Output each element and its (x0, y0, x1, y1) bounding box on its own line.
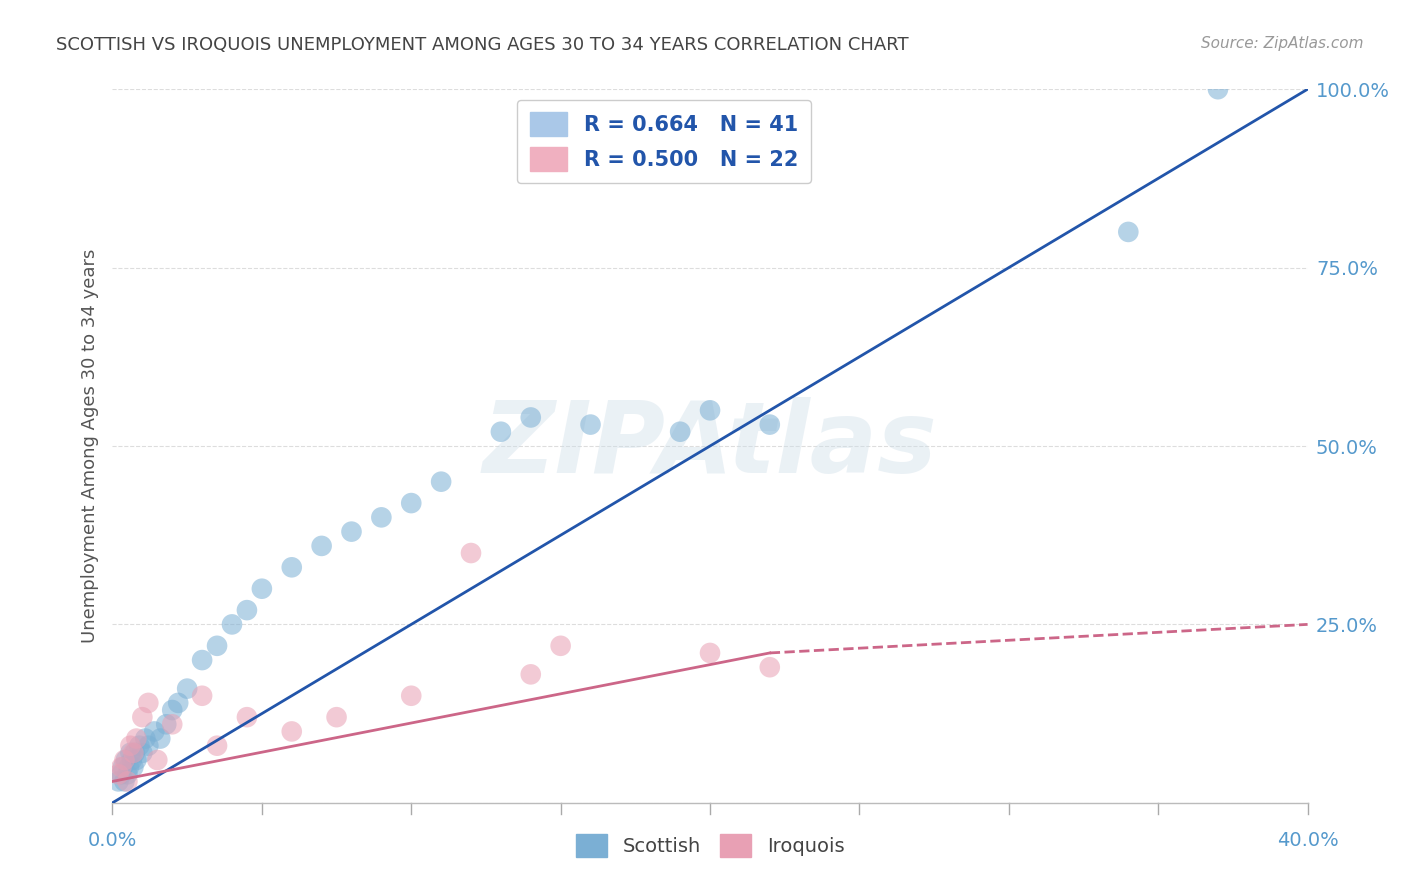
Point (120, 746, 142, 760)
Point (111, 760, 134, 774)
Point (115, 753, 138, 767)
Point (489, 425, 512, 439)
Point (579, 417, 602, 432)
Point (250, 582, 273, 596)
Point (155, 717, 177, 731)
Text: 0.0%: 0.0% (87, 831, 138, 850)
Point (281, 724, 304, 739)
Point (430, 475, 453, 489)
Point (146, 753, 169, 767)
Point (110, 760, 132, 774)
Point (131, 746, 153, 760)
Point (550, 639, 572, 653)
Point (176, 681, 198, 696)
Point (759, 660, 782, 674)
Point (131, 710, 153, 724)
Point (520, 410, 543, 425)
Point (114, 774, 135, 789)
Point (138, 696, 160, 710)
Point (125, 731, 148, 746)
Point (162, 717, 183, 731)
Point (117, 774, 139, 789)
Point (149, 731, 172, 746)
Point (138, 739, 160, 753)
Point (699, 403, 721, 417)
Text: Source: ZipAtlas.com: Source: ZipAtlas.com (1201, 36, 1364, 51)
Point (401, 689, 423, 703)
Point (162, 703, 183, 717)
Point (281, 560, 304, 574)
Point (122, 746, 145, 760)
Text: SCOTTISH VS IROQUOIS UNEMPLOYMENT AMONG AGES 30 TO 34 YEARS CORRELATION CHART: SCOTTISH VS IROQUOIS UNEMPLOYMENT AMONG … (56, 36, 908, 54)
Point (191, 653, 214, 667)
Point (1206, 82, 1229, 96)
Point (191, 689, 214, 703)
Point (125, 753, 148, 767)
Point (759, 417, 782, 432)
Point (325, 710, 347, 724)
Point (699, 646, 721, 660)
Point (167, 696, 190, 710)
Point (121, 753, 143, 767)
Point (236, 603, 259, 617)
Point (143, 724, 166, 739)
Point (1116, 225, 1139, 239)
Point (110, 767, 132, 781)
Point (118, 760, 141, 774)
Point (124, 746, 146, 760)
Point (669, 425, 692, 439)
Point (205, 739, 228, 753)
Legend: Scottish, Iroquois: Scottish, Iroquois (568, 826, 852, 864)
Point (107, 774, 129, 789)
Y-axis label: Unemployment Among Ages 30 to 34 years: Unemployment Among Ages 30 to 34 years (80, 249, 98, 643)
Point (205, 639, 228, 653)
Point (122, 760, 145, 774)
Text: 40.0%: 40.0% (1277, 831, 1339, 850)
Point (134, 731, 156, 746)
Point (120, 739, 142, 753)
Point (340, 524, 363, 539)
Point (460, 546, 482, 560)
Text: ZIPAtlas: ZIPAtlas (482, 398, 938, 494)
Point (107, 767, 129, 781)
Point (311, 539, 333, 553)
Point (520, 667, 543, 681)
Point (236, 710, 259, 724)
Point (221, 617, 243, 632)
Point (117, 767, 139, 781)
Point (401, 496, 423, 510)
Point (370, 510, 392, 524)
Point (114, 753, 135, 767)
Point (128, 739, 150, 753)
